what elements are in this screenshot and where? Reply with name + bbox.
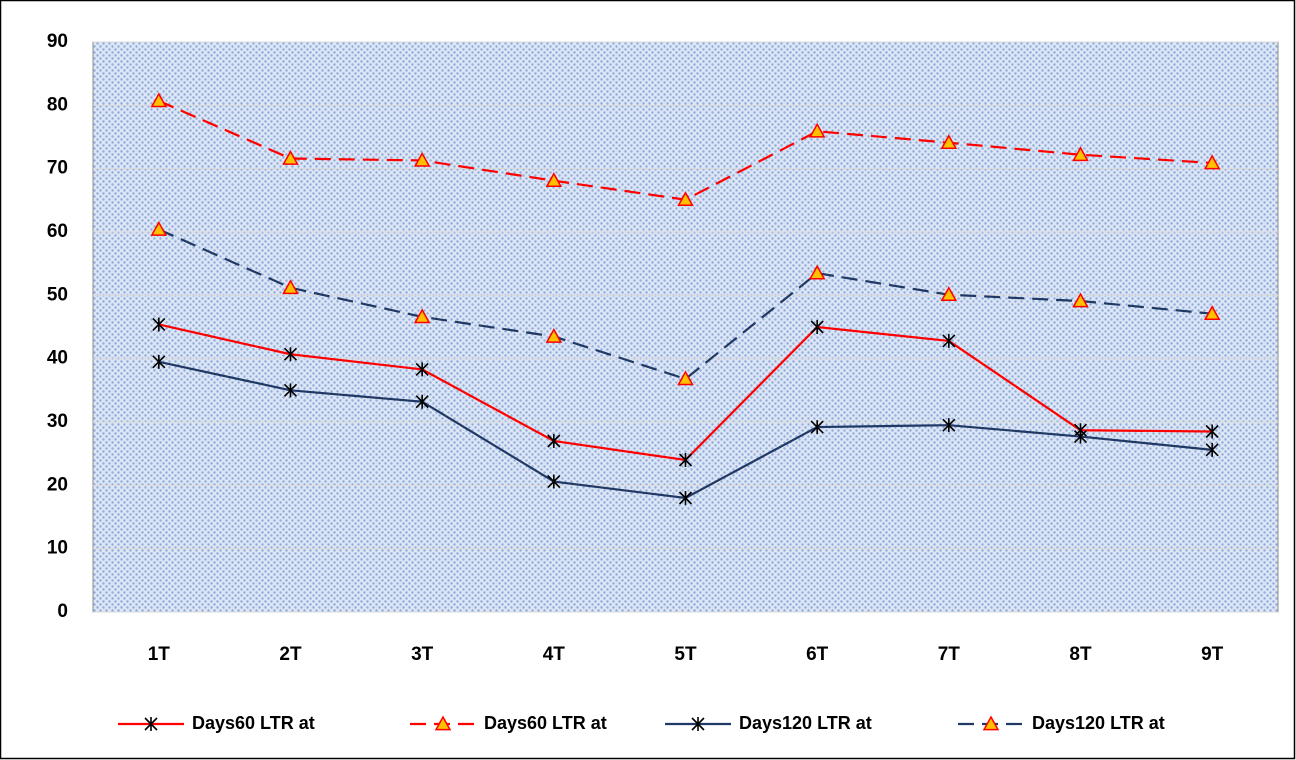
point: [547, 474, 561, 489]
point: [678, 453, 693, 467]
x-tick-label: 2T: [279, 644, 302, 665]
point: [282, 149, 299, 165]
point: [1073, 429, 1088, 444]
x-tick-label: 8T: [1069, 644, 1092, 665]
legend-label: Days60 LTR at: [192, 713, 315, 733]
series-line: [158, 228, 1213, 381]
legend-label: Days60 LTR at: [484, 713, 607, 733]
legend-marker: [691, 717, 705, 731]
legend-label: Days120 LTR at: [1032, 713, 1165, 733]
y-tick-label: 40: [47, 348, 68, 369]
point: [152, 354, 166, 369]
x-tick-label: 6T: [806, 644, 829, 665]
legend-marker: [982, 715, 1000, 731]
point: [547, 434, 561, 448]
plot-area: [92, 41, 1279, 613]
point: [1203, 154, 1221, 170]
point: [283, 347, 298, 362]
point: [942, 418, 956, 433]
point: [545, 172, 563, 188]
point: [415, 394, 429, 409]
x-tick-label: 1T: [148, 644, 171, 665]
point: [1203, 305, 1221, 321]
point: [150, 220, 168, 236]
point: [808, 264, 826, 280]
point: [283, 383, 298, 398]
x-tick-label: 7T: [938, 644, 961, 665]
y-tick-label: 90: [47, 31, 68, 52]
point: [150, 92, 168, 108]
point: [1072, 292, 1089, 308]
x-tick-label: 3T: [411, 644, 434, 665]
point: [808, 122, 826, 138]
legend-label: Days120 LTR at: [739, 713, 872, 733]
point: [413, 151, 431, 167]
y-tick-label: 70: [47, 158, 68, 179]
point: [1205, 424, 1219, 439]
legend-marker: [434, 715, 452, 731]
point: [810, 420, 824, 435]
point: [152, 317, 166, 332]
point: [940, 134, 958, 150]
point: [677, 370, 694, 386]
point: [942, 333, 956, 348]
y-tick-label: 60: [47, 221, 68, 242]
x-tick-label: 4T: [543, 644, 566, 665]
x-tick-label: 9T: [1201, 644, 1224, 665]
point: [413, 308, 431, 324]
point: [545, 327, 563, 343]
point: [940, 286, 958, 302]
point: [415, 362, 429, 377]
point: [1072, 146, 1089, 162]
point: [677, 191, 694, 207]
point: [282, 279, 299, 295]
x-tick-label: 5T: [674, 644, 697, 665]
y-tick-label: 80: [47, 94, 68, 115]
point: [1205, 442, 1219, 457]
y-tick-label: 0: [57, 601, 68, 622]
y-tick-label: 50: [47, 284, 68, 305]
y-tick-label: 30: [47, 411, 68, 432]
point: [810, 320, 824, 334]
point: [678, 491, 693, 505]
y-tick-label: 10: [47, 538, 68, 559]
legend-marker: [144, 717, 158, 731]
y-tick-label: 20: [47, 474, 68, 495]
